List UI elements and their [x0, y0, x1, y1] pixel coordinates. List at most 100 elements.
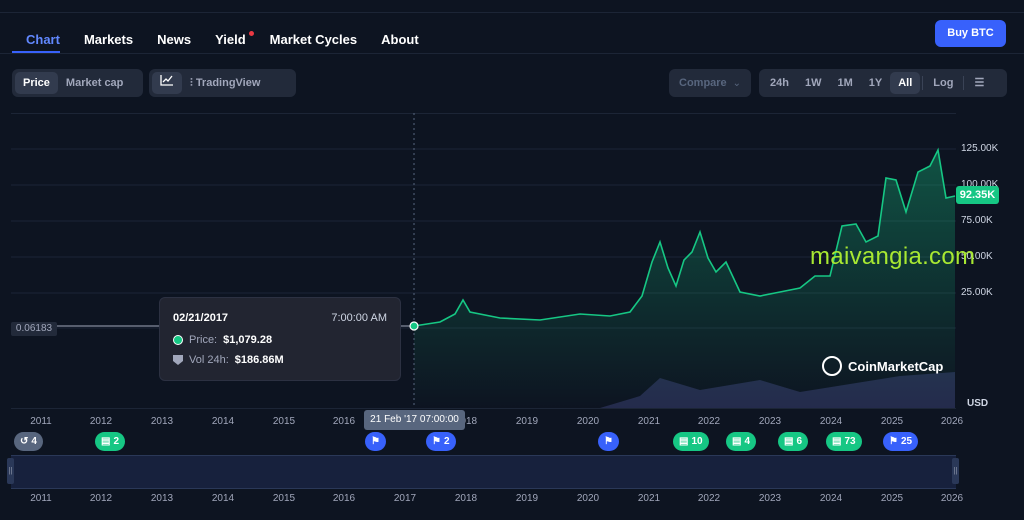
watermark-text: maivangia.com: [810, 243, 976, 270]
crosshair-date-label: 21 Feb '17 07:00:00: [364, 410, 465, 430]
x-tick-2016: 2016: [332, 416, 356, 427]
flag-icon: ⚑: [371, 436, 380, 447]
range-1w[interactable]: 1W: [804, 77, 822, 89]
buy-btc-button[interactable]: Buy BTC: [935, 20, 1006, 47]
tab-chart[interactable]: Chart: [26, 32, 60, 47]
x-tick-2023: 2023: [758, 416, 782, 427]
line-chart-icon: [160, 75, 173, 86]
volume-shield-icon: [173, 355, 183, 365]
tooltip-date: 02/21/2017: [173, 312, 229, 324]
tab-yield-label: Yield: [215, 32, 246, 47]
history-icon: ↺: [20, 436, 29, 447]
nav-divider: [0, 53, 1024, 54]
x-tick-2011: 2011: [30, 416, 52, 427]
event-marker-doc[interactable]: ▤ 2: [95, 432, 126, 451]
event-marker-doc[interactable]: ▤ 6: [778, 432, 809, 451]
top-divider: [0, 12, 1024, 13]
x-tick-2012: 2012: [89, 416, 113, 427]
tooltip-price-row: Price: $1,079.28: [173, 334, 272, 346]
tab-yield[interactable]: Yield: [203, 31, 258, 52]
candles-icon: ⫶: [190, 77, 196, 89]
tooltip-vol: $186.86M: [234, 354, 284, 366]
doc-icon: ▤: [679, 436, 689, 447]
doc-icon: ▤: [101, 436, 111, 447]
flag-icon: ⚑: [432, 436, 441, 447]
x-tick-2011: 2011: [30, 493, 52, 504]
main-nav: Chart Markets News Yield Market Cycles A…: [14, 31, 431, 52]
x-tick-2021: 2021: [637, 416, 661, 427]
navigator-right-handle[interactable]: ||: [952, 458, 959, 484]
tab-markets[interactable]: Markets: [83, 32, 134, 47]
x-tick-2016: 2016: [332, 493, 356, 504]
event-count: 10: [691, 436, 703, 447]
ytick-125k: 125.00K: [961, 143, 999, 154]
range-navigator[interactable]: [11, 455, 956, 489]
compare-dropdown[interactable]: Compare ⌄: [669, 69, 751, 97]
event-marker-flag[interactable]: ⚑ 25: [883, 432, 919, 451]
x-tick-2023: 2023: [758, 493, 782, 504]
range-1y[interactable]: 1Y: [868, 77, 883, 89]
price-toggle[interactable]: Price: [15, 72, 58, 94]
event-count: 4: [744, 436, 751, 447]
flag-icon: ⚑: [604, 436, 613, 447]
x-tick-2020: 2020: [576, 416, 600, 427]
tab-market-cycles[interactable]: Market Cycles: [269, 32, 358, 47]
event-marker-flag[interactable]: ⚑ 2: [426, 432, 456, 451]
green-dot-icon: [173, 335, 183, 345]
event-count: 2: [443, 436, 450, 447]
market-cap-toggle[interactable]: Market cap: [65, 77, 124, 89]
currency-label: USD: [967, 398, 989, 409]
event-count: 6: [796, 436, 803, 447]
event-count: 4: [31, 436, 37, 447]
tab-about[interactable]: About: [381, 32, 419, 47]
x-tick-2020: 2020: [576, 493, 600, 504]
event-count: 25: [900, 436, 913, 447]
log-toggle[interactable]: Log: [933, 77, 954, 89]
navigator-left-handle[interactable]: ||: [7, 458, 14, 484]
event-marker-flag[interactable]: ⚑: [365, 432, 386, 451]
x-tick-2015: 2015: [272, 416, 296, 427]
tradingview-button[interactable]: ⫶ TradingView: [182, 72, 268, 94]
event-marker-history[interactable]: ↺ 4: [14, 432, 43, 451]
range-separator: [922, 76, 924, 90]
range-24h[interactable]: 24h: [770, 77, 789, 89]
sliders-icon: ☰: [974, 77, 985, 89]
event-marker-doc[interactable]: ▤ 73: [826, 432, 862, 451]
x-tick-2025: 2025: [880, 493, 904, 504]
chart-area[interactable]: [11, 113, 956, 409]
x-tick-2024: 2024: [819, 416, 843, 427]
chart-style-toggle: ⫶ TradingView: [149, 69, 296, 97]
x-tick-2026: 2026: [940, 416, 964, 427]
new-dot-icon: [248, 31, 254, 36]
x-tick-2024: 2024: [819, 493, 843, 504]
x-tick-2022: 2022: [697, 493, 721, 504]
event-marker-flag[interactable]: ⚑: [598, 432, 619, 451]
range-1m[interactable]: 1M: [837, 77, 853, 89]
tooltip-price-label: Price:: [189, 334, 218, 346]
x-tick-2026: 2026: [940, 493, 964, 504]
x-tick-2018: 2018: [454, 493, 478, 504]
active-tab-indicator: [12, 51, 60, 53]
x-tick-2013: 2013: [150, 416, 174, 427]
range-all[interactable]: All: [890, 72, 921, 94]
ytick-50k: 50.00K: [961, 251, 993, 262]
doc-icon: ▤: [784, 436, 794, 447]
x-tick-2022: 2022: [697, 416, 721, 427]
tooltip-price: $1,079.28: [223, 334, 273, 346]
price-line: [413, 147, 956, 327]
tab-news[interactable]: News: [157, 32, 192, 47]
ytick-75k: 75.00K: [961, 215, 993, 226]
x-tick-2015: 2015: [272, 493, 296, 504]
current-price-badge: 92.35K: [956, 186, 999, 204]
settings-button[interactable]: ☰: [966, 72, 992, 94]
x-tick-2019: 2019: [515, 493, 539, 504]
x-tick-2012: 2012: [89, 493, 113, 504]
settings-separator: [963, 76, 965, 90]
event-count: 2: [113, 436, 120, 447]
line-chart-button[interactable]: [152, 72, 182, 94]
start-value-label: 0.06183: [11, 322, 57, 336]
event-marker-doc[interactable]: ▤ 10: [673, 432, 709, 451]
event-marker-doc[interactable]: ▤ 4: [726, 432, 757, 451]
